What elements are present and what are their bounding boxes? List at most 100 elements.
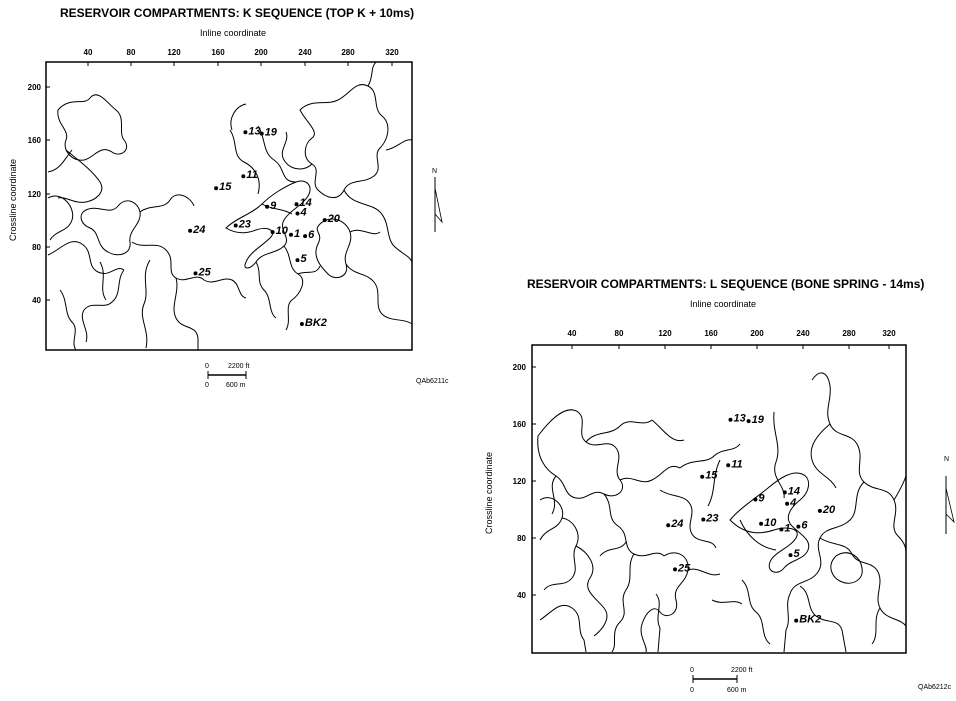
well-label: 1	[784, 523, 790, 535]
map-l-frame	[532, 345, 906, 653]
well-label: 25	[677, 562, 691, 574]
map-l-inline-tick: 240	[796, 329, 810, 338]
map-l-inline-tick: 120	[658, 329, 672, 338]
map-l-scale-ft: 2200 ft	[731, 667, 752, 674]
well-label: 23	[238, 219, 251, 231]
map-k-compartment-boundaries	[48, 62, 412, 350]
well-label: 20	[327, 213, 341, 225]
map-l-title: RESERVOIR COMPARTMENTS: L SEQUENCE (BONE…	[527, 277, 924, 291]
well-label: 15	[705, 470, 718, 482]
well-label: 10	[764, 517, 777, 529]
well-label: 4	[789, 497, 796, 509]
map-k-north-label: N	[432, 168, 437, 175]
map-l-crossline-tick: 80	[517, 534, 526, 543]
map-l-crossline-tick: 40	[517, 591, 526, 600]
well-label: 11	[731, 458, 742, 470]
well-label: 24	[192, 224, 205, 236]
map-l-figure-code: QAb6212c	[918, 684, 952, 691]
map-k-sequence: RESERVOIR COMPARTMENTS: K SEQUENCE (TOP …	[8, 6, 449, 389]
well-marker	[700, 475, 704, 479]
well-marker	[666, 523, 670, 527]
well-marker	[241, 174, 245, 178]
well-label: 25	[198, 266, 212, 278]
map-k-inline-tick: 200	[254, 48, 268, 57]
well-marker	[303, 234, 307, 238]
well-marker	[794, 619, 798, 623]
map-l-sequence: RESERVOIR COMPARTMENTS: L SEQUENCE (BONE…	[484, 277, 954, 694]
well-marker	[300, 322, 304, 326]
well-label: 14	[788, 485, 800, 497]
map-k-scale-ft-zero: 0	[205, 363, 209, 370]
map-l-north-arrow-icon: N	[944, 456, 954, 534]
map-k-inline-tick: 240	[298, 48, 312, 57]
well-label: 15	[219, 181, 232, 193]
map-l-crossline-tick: 200	[513, 363, 527, 372]
well-marker	[747, 419, 751, 423]
map-l-inline-axis-title: Inline coordinate	[690, 299, 756, 309]
map-l-inline-tick: 40	[568, 329, 577, 338]
map-l-scale-m-zero: 0	[690, 687, 694, 694]
map-k-inline-tick: 40	[84, 48, 93, 57]
well-marker	[260, 132, 264, 136]
map-k-crossline-axis-title: Crossline coordinate	[8, 159, 18, 241]
map-l-compartment-boundaries	[538, 373, 906, 652]
well-label: 24	[670, 518, 683, 530]
map-k-inline-tick: 160	[211, 48, 225, 57]
well-marker	[234, 224, 238, 228]
well-label: 19	[752, 414, 765, 426]
well-label: 5	[301, 253, 308, 265]
map-k-crossline-tick: 40	[32, 296, 41, 305]
map-k-figure-code: QAb6211c	[416, 378, 449, 385]
map-k-scale-bar: 0 2200 ft 0 600 m	[205, 363, 249, 389]
map-l-crossline-tick: 120	[513, 477, 527, 486]
map-k-inline-tick: 120	[167, 48, 181, 57]
well-marker	[729, 418, 733, 422]
well-marker	[214, 186, 218, 190]
map-k-north-arrow-icon: N	[432, 168, 442, 232]
map-k-frame	[46, 62, 412, 350]
well-marker	[194, 271, 198, 275]
map-k-scale-m: 600 m	[226, 382, 246, 389]
well-label: BK2	[799, 614, 821, 626]
well-label: 19	[265, 127, 278, 139]
well-marker	[296, 212, 300, 216]
well-marker	[753, 498, 757, 502]
well-label: 1	[294, 228, 300, 240]
well-label: 9	[270, 200, 277, 212]
well-label: 23	[705, 513, 718, 525]
map-k-inline-axis-title: Inline coordinate	[200, 28, 266, 38]
well-marker	[271, 230, 275, 234]
map-k-inline-tick: 80	[127, 48, 136, 57]
map-l-crossline-axis-title: Crossline coordinate	[484, 452, 494, 534]
well-label: 13	[734, 413, 746, 425]
well-label: 6	[801, 520, 808, 532]
well-marker	[323, 218, 327, 222]
map-l-inline-tick: 160	[704, 329, 718, 338]
map-l-inline-tick: 80	[615, 329, 624, 338]
map-k-scale-ft: 2200 ft	[228, 363, 249, 370]
map-l-scale-bar: 0 2200 ft 0 600 m	[690, 667, 752, 694]
well-label: BK2	[305, 317, 327, 329]
well-label: 5	[794, 548, 801, 560]
map-l-wells: 13 19 11 15 9 144 20 23 10 1 6 24 5 25 BK2	[666, 413, 836, 626]
well-label: 20	[822, 504, 836, 516]
well-marker	[296, 258, 300, 262]
map-k-crossline-tick: 80	[32, 243, 41, 252]
well-marker	[785, 502, 789, 506]
map-k-inline-tick: 320	[385, 48, 399, 57]
map-k-title: RESERVOIR COMPARTMENTS: K SEQUENCE (TOP …	[60, 6, 414, 20]
well-marker	[188, 229, 192, 233]
map-k-crossline-tick: 160	[28, 136, 42, 145]
well-label: 6	[308, 229, 315, 241]
map-k-crossline-tick: 200	[28, 83, 42, 92]
well-marker	[818, 509, 822, 513]
map-l-inline-tick: 200	[750, 329, 764, 338]
well-marker	[759, 522, 763, 526]
map-k-scale-m-zero: 0	[205, 382, 209, 389]
map-l-inline-tick: 320	[882, 329, 896, 338]
well-label: 11	[246, 169, 257, 181]
well-label: 9	[758, 493, 765, 505]
well-marker	[783, 490, 787, 494]
map-l-north-label: N	[944, 456, 949, 463]
well-marker	[265, 205, 269, 209]
